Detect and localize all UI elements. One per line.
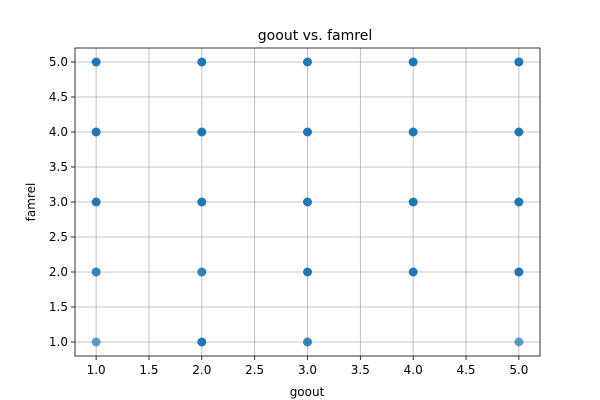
data-point [197, 57, 207, 67]
data-point [197, 127, 207, 137]
x-tick-label: 1.5 [139, 363, 158, 377]
x-tick-label: 2.5 [245, 363, 264, 377]
data-points [91, 57, 524, 347]
x-tick-label: 2.0 [192, 363, 211, 377]
data-point [303, 57, 312, 67]
x-tick-label: 4.0 [404, 363, 423, 377]
data-point [303, 127, 312, 137]
data-point [408, 57, 418, 67]
x-tick-label: 4.5 [456, 363, 475, 377]
y-tick-label: 3.0 [49, 195, 68, 209]
data-point [408, 127, 418, 137]
data-point [514, 57, 524, 67]
x-tick-label: 3.5 [351, 363, 370, 377]
y-tick-label: 5.0 [49, 55, 68, 69]
data-point [303, 197, 312, 207]
data-point [514, 337, 524, 347]
data-point [91, 337, 101, 347]
data-point [514, 197, 524, 207]
data-point [91, 267, 101, 277]
data-point [514, 267, 524, 277]
data-point [303, 267, 312, 277]
data-point [91, 197, 101, 207]
x-tick-label: 3.0 [298, 363, 317, 377]
x-tick-label: 1.0 [87, 363, 106, 377]
x-axis-ticks: 1.0 1.5 2.0 2.5 3.0 3.5 4.0 4.5 5.0 [87, 356, 528, 377]
y-tick-label: 1.0 [49, 335, 68, 349]
data-point [91, 57, 101, 67]
y-tick-label: 1.5 [49, 300, 68, 314]
y-tick-label: 2.0 [49, 265, 68, 279]
data-point [408, 197, 418, 207]
data-point [408, 267, 418, 277]
x-tick-label: 5.0 [509, 363, 528, 377]
y-tick-label: 2.5 [49, 230, 68, 244]
chart-title: goout vs. famrel [258, 28, 372, 44]
y-tick-label: 3.5 [49, 160, 68, 174]
y-axis-label: famrel [24, 183, 38, 222]
x-axis-label: goout [290, 385, 325, 399]
data-point [197, 337, 207, 347]
y-tick-label: 4.0 [49, 125, 68, 139]
y-axis-ticks: 1.0 1.5 2.0 2.5 3.0 3.5 4.0 4.5 5.0 [49, 55, 75, 349]
data-point [197, 197, 207, 207]
data-point [303, 337, 312, 347]
data-point [91, 127, 101, 137]
y-tick-label: 4.5 [49, 90, 68, 104]
data-point [197, 267, 207, 277]
data-point [514, 127, 524, 137]
